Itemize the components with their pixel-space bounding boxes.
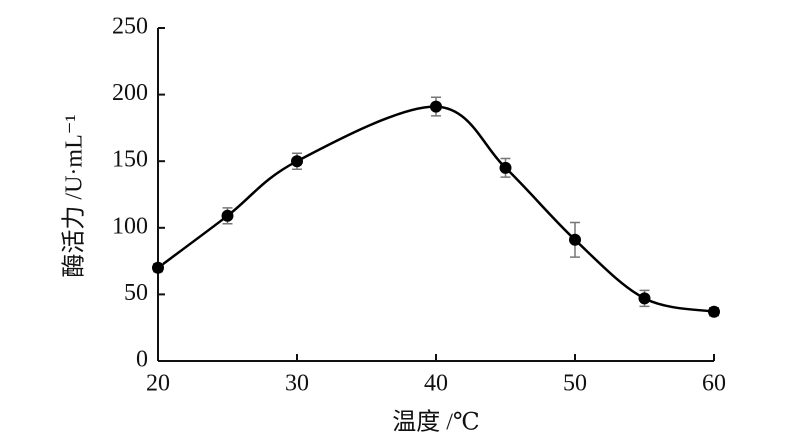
x-tick-label: 30 — [285, 371, 309, 397]
data-point — [430, 100, 442, 113]
y-tick-label: 150 — [112, 147, 148, 173]
data-point — [221, 209, 234, 222]
x-tick-label: 50 — [563, 371, 587, 397]
y-tick-label: 100 — [112, 213, 148, 239]
line — [157, 105, 715, 313]
data-point — [569, 233, 581, 246]
y-tick-label: 0 — [136, 347, 148, 373]
y-tick-label: 50 — [124, 280, 148, 306]
data-point — [638, 292, 651, 305]
y-tick-label: 200 — [112, 80, 148, 106]
data-point — [291, 155, 303, 168]
x-axis-label: 温度 /℃ — [392, 409, 480, 436]
x-tick-label: 60 — [702, 371, 726, 397]
y-axis-label: 酶活力 /U·mL⁻¹ — [61, 114, 88, 277]
x-tick-label: 40 — [424, 371, 448, 397]
data-point — [499, 161, 512, 174]
data-point — [152, 261, 164, 274]
data-point — [708, 305, 720, 318]
y-tick-label: 250 — [112, 14, 148, 40]
x-tick-label: 20 — [146, 371, 170, 397]
